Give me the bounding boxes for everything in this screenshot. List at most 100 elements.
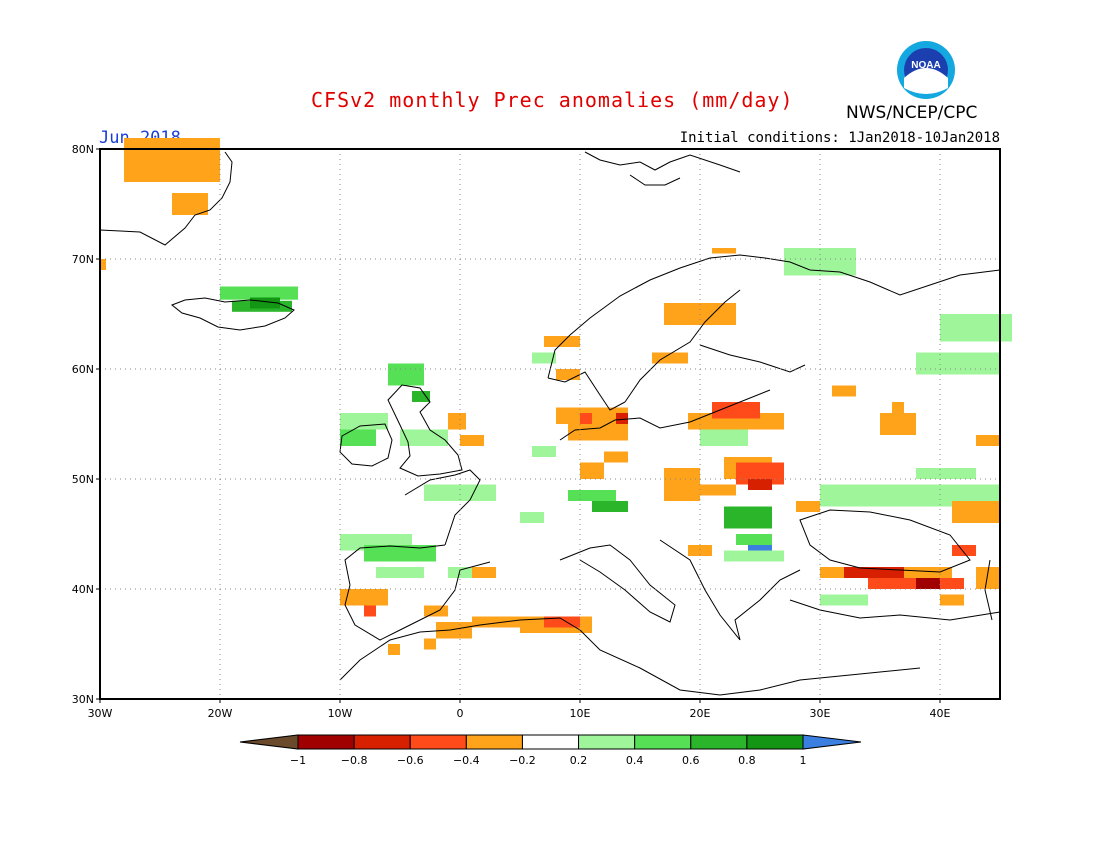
anomaly-cell xyxy=(412,391,430,402)
graticule xyxy=(100,149,1000,699)
anomaly-cell xyxy=(916,578,940,589)
anomaly-cell xyxy=(172,193,208,215)
colorbar-tick-label: −0.8 xyxy=(341,754,368,767)
anomaly-cell xyxy=(544,336,580,347)
colorbar-low-arrow xyxy=(239,734,299,750)
colorbar-tick-label: 0.6 xyxy=(682,754,700,767)
anomaly-cell xyxy=(220,286,298,300)
anomaly-cell xyxy=(604,451,628,463)
anomaly-cell xyxy=(724,506,772,529)
lat-tick-label: 30N xyxy=(72,693,94,706)
anomaly-cell xyxy=(916,468,976,479)
anomaly-cell xyxy=(376,567,424,578)
chart-title: CFSv2 monthly Prec anomalies (mm/day) xyxy=(311,88,794,112)
anomaly-cell xyxy=(250,297,280,309)
anomaly-cell xyxy=(340,589,388,606)
lon-tick-label: 0 xyxy=(457,707,464,720)
anomaly-cell xyxy=(652,352,688,364)
colorbar-labels: −1 −0.8 −0.6 −0.4 −0.2 0.2 0.4 0.6 0.8 1 xyxy=(290,754,807,767)
anomaly-cell xyxy=(976,567,1000,589)
colorbar-tick-label: 0.8 xyxy=(738,754,756,767)
anomaly-cell xyxy=(580,413,592,424)
anomaly-cell xyxy=(388,644,400,655)
colorbar-box xyxy=(297,734,355,750)
anomaly-cell xyxy=(520,512,544,523)
anomaly-cell xyxy=(448,413,466,430)
anomaly-cell xyxy=(568,490,616,501)
anomaly-cell xyxy=(712,248,736,254)
anomaly-cell xyxy=(532,446,556,457)
anomaly-cell xyxy=(460,435,484,446)
anomaly-cell xyxy=(580,462,604,479)
anomaly-cell xyxy=(124,138,220,182)
anomaly-cell xyxy=(976,435,1000,446)
anomaly-cell xyxy=(880,413,916,435)
anomaly-cell xyxy=(892,402,904,413)
colorbar-tick-label: −0.2 xyxy=(509,754,536,767)
colorbar-box xyxy=(353,734,411,750)
anomaly-cell xyxy=(820,594,868,606)
colorbar-box xyxy=(746,734,804,750)
anomaly-cell xyxy=(664,468,700,501)
colorbar-tick-label: −1 xyxy=(290,754,306,767)
lat-tick-label: 60N xyxy=(72,363,94,376)
anomaly-cell xyxy=(448,567,472,578)
lon-tick-label: 30W xyxy=(88,707,113,720)
lon-tick-label: 10W xyxy=(328,707,353,720)
lon-tick-label: 30E xyxy=(810,707,831,720)
colorbar-tick-label: 0.4 xyxy=(626,754,644,767)
anomaly-cell xyxy=(424,484,496,501)
colorbar-tick-label: 0.2 xyxy=(570,754,588,767)
anomaly-cell xyxy=(364,545,436,562)
lon-tick-label: 20W xyxy=(208,707,233,720)
anomaly-cell xyxy=(424,638,436,650)
anomaly-cell xyxy=(544,616,580,628)
anomaly-cell xyxy=(724,550,784,562)
colorbar-box xyxy=(465,734,523,750)
agency-label: NWS/NCEP/CPC xyxy=(846,103,978,123)
colorbar-tick-label: 1 xyxy=(800,754,807,767)
initial-conditions-label: Initial conditions: 1Jan2018-10Jan2018 xyxy=(679,130,1000,146)
colorbar-box xyxy=(521,734,580,750)
colorbar-tick-label: −0.4 xyxy=(453,754,480,767)
lat-tick-label: 70N xyxy=(72,253,94,266)
anomaly-cell xyxy=(700,429,748,446)
anomaly-cell xyxy=(616,413,628,424)
lon-tick-label: 40E xyxy=(930,707,951,720)
anomaly-cell xyxy=(436,622,472,639)
noaa-logo-text: NOAA xyxy=(911,60,940,71)
anomaly-cell xyxy=(712,402,760,419)
anomaly-cell xyxy=(340,429,376,446)
anomaly-cell xyxy=(424,605,448,617)
anomaly-cell xyxy=(688,545,712,556)
anomaly-cell xyxy=(736,534,772,545)
anomaly-cell xyxy=(952,501,1000,523)
anomaly-cell xyxy=(700,484,736,496)
anomaly-cell xyxy=(844,567,904,578)
anomaly-cell xyxy=(748,479,772,490)
anomaly-cell xyxy=(940,594,964,606)
anomaly-cell xyxy=(952,545,976,556)
anomaly-cell xyxy=(556,369,580,380)
coastlines xyxy=(99,151,1001,696)
colorbar-box xyxy=(690,734,748,750)
lat-tick-label: 50N xyxy=(72,473,94,486)
anomaly-cell xyxy=(100,259,106,270)
noaa-logo-icon: NOAA xyxy=(897,41,955,99)
colorbar-box xyxy=(409,734,467,750)
lon-tick-label: 20E xyxy=(690,707,711,720)
anomaly-cell xyxy=(364,605,376,617)
map-frame xyxy=(99,148,1001,700)
lat-tick-label: 40N xyxy=(72,583,94,596)
lon-tick-label: 10E xyxy=(570,707,591,720)
anomaly-cell xyxy=(796,501,820,512)
colorbar-box xyxy=(578,734,636,750)
colorbar-tick-label: −0.6 xyxy=(397,754,424,767)
colorbar-box xyxy=(634,734,692,750)
anomaly-cell xyxy=(472,567,496,578)
anomaly-cell xyxy=(532,352,556,364)
anomaly-cell xyxy=(916,352,1000,375)
